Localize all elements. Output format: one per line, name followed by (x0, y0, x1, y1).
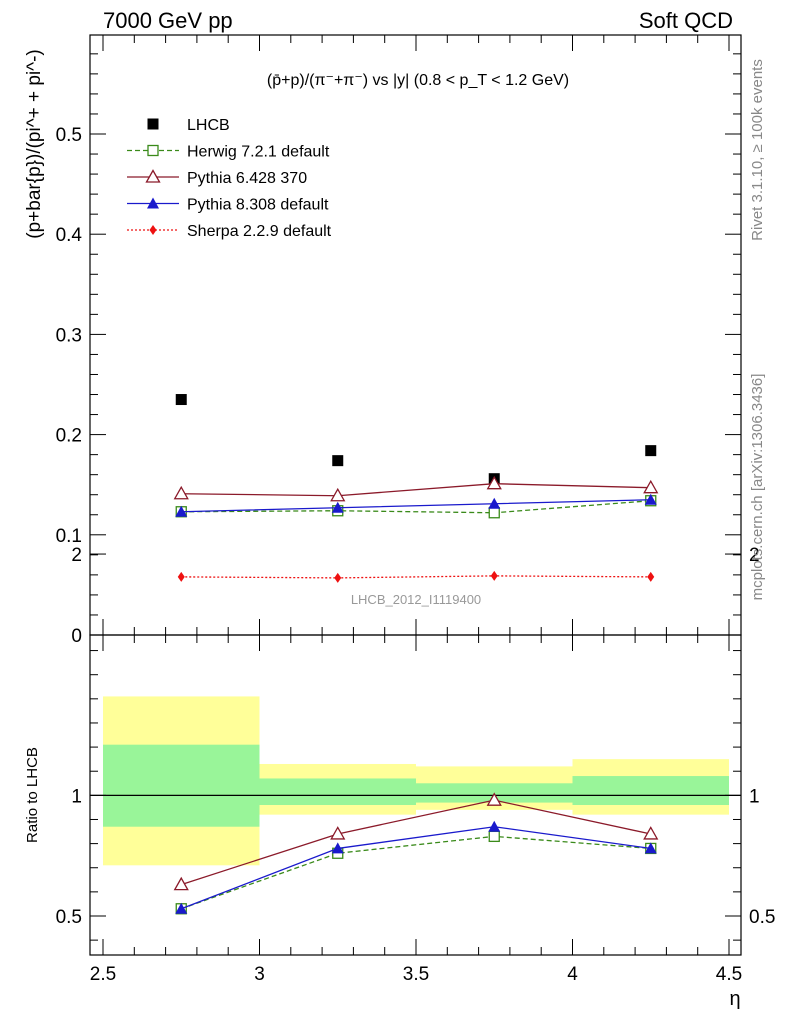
ratio-pythia-6-428-370-point (173, 876, 189, 891)
legend-lhcb-marker (147, 118, 159, 130)
ratio-band-green (103, 744, 260, 827)
ratio-y-tick-label: 2 (71, 545, 82, 566)
rivet-side-text: Rivet 3.1.10, ≥ 100k events (749, 59, 766, 241)
ratio-pythia-8-308-default-point (644, 842, 657, 854)
ratio-series-group (173, 792, 659, 915)
ratio-pythia-6-428-370-point (486, 792, 502, 806)
ratio-band-green (572, 776, 729, 806)
x-tick-label: 4 (567, 964, 578, 985)
watermark: LHCB_2012_I1119400 (351, 592, 481, 607)
ratio-pythia-6-428-370-point (330, 826, 346, 840)
main-pythia-8-308-default-point (488, 497, 501, 509)
header-left: 7000 GeV pp (103, 8, 233, 33)
x-tick-label: 4.5 (716, 964, 742, 985)
legend-pythia-8-308-default-label: Pythia 8.308 default (187, 197, 329, 214)
main-panel: 0 0.1 0.2 0.3 0.4 0.5 (p̄+p)/(π⁻+π⁻) vs |y| (… (24, 34, 742, 647)
x-tick-label: 3 (254, 964, 265, 985)
ratio-y-tick-label-right: 1 (749, 786, 760, 807)
main-sherpa-2-2-9-default-point (177, 571, 185, 582)
legend-pythia-6-428-370-marker (145, 169, 161, 183)
main-lhcb-point (332, 455, 344, 467)
main-lhcb-point (175, 394, 187, 406)
ratio-y-tick-label: 0.5 (56, 907, 82, 928)
ratio-y-tick-label: 1 (71, 786, 82, 807)
legend: LHCB Herwig 7.2.1 default Pythia 6.428 370… (127, 117, 332, 240)
ratio-herwig-7-2-1-default-line (181, 835, 651, 910)
main-series-group (173, 394, 659, 583)
main-pythia-8-308-default-point (331, 501, 344, 513)
main-axis-ticks: 0 0.1 0.2 0.3 0.4 0.5 (56, 35, 741, 647)
legend-lhcb-label: LHCB (187, 117, 230, 134)
main-pythia-8-308-default-line (181, 499, 651, 513)
main-title: (p̄+p)/(π⁻+π⁻) vs |y| (0.8 < p_T < 1.2 G… (267, 72, 569, 89)
legend-pythia-8-308-default-marker (147, 197, 159, 209)
legend-pythia-6-428-370-label: Pythia 6.428 370 (187, 170, 307, 187)
legend-herwig-7-2-1-default-marker (147, 144, 159, 157)
ratio-pythia-8-308-default-point (488, 820, 501, 832)
legend-sherpa-2-2-9-default-marker (149, 225, 157, 235)
main-pythia-8-308-default-point (644, 493, 657, 505)
legend-sherpa-2-2-9-default-label: Sherpa 2.2.9 default (187, 223, 332, 240)
main-sherpa-2-2-9-default-point (334, 572, 342, 583)
ratio-uncertainty-bands (90, 696, 741, 866)
ratio-pythia-8-308-default-point (175, 902, 188, 914)
main-y-tick-label: 0.2 (56, 426, 82, 447)
x-tick-label: 2.5 (90, 964, 116, 985)
main-sherpa-2-2-9-default-point (490, 570, 498, 581)
ratio-pythia-6-428-370-point (643, 826, 659, 840)
ratio-pythia-8-308-default-point (331, 842, 344, 854)
ratio-herwig-7-2-1-default-point (488, 830, 500, 843)
main-sherpa-2-2-9-default-point (647, 571, 655, 582)
ratio-y-tick-label-right: 0.5 (749, 907, 775, 928)
main-pythia-6-428-370-point (643, 479, 659, 494)
main-lhcb-point (645, 445, 657, 457)
header-right: Soft QCD (639, 8, 733, 33)
main-pythia-6-428-370-point (486, 475, 502, 490)
main-pythia-8-308-default-point (175, 505, 188, 517)
main-pythia-6-428-370-line (181, 483, 651, 497)
mcplots-side-text: mcplots.cern.ch [arXiv:1306.3436] (749, 374, 766, 601)
main-y-tick-label: 0.5 (56, 125, 82, 146)
ratio-band-green (259, 778, 416, 806)
ratio-pythia-6-428-370-line (181, 799, 651, 886)
ratio-y-axis-label: Ratio to LHCB (24, 747, 41, 843)
main-pythia-6-428-370-point (173, 485, 189, 500)
legend-herwig-7-2-1-default-label: Herwig 7.2.1 default (187, 144, 330, 161)
main-pythia-6-428-370-point (330, 487, 346, 502)
ratio-panel: 0.5 0.5 1 1 2 2 2.5 3 3.5 4 4.5 Ratio to LHCB η (24, 545, 775, 1010)
main-y-tick-label: 0.3 (56, 325, 82, 346)
ratio-pythia-8-308-default-line (181, 826, 651, 910)
ratio-y-tick-label-right: 2 (749, 545, 760, 566)
x-tick-label: 3.5 (403, 964, 429, 985)
x-axis-label: η (729, 988, 740, 1010)
main-herwig-7-2-1-default-line (181, 500, 651, 514)
main-y-tick-label: 0 (71, 626, 82, 647)
ratio-axis-ticks: 0.5 0.5 1 1 2 2 2.5 3 3.5 4 4.5 (56, 545, 776, 985)
main-y-tick-label: 0.4 (56, 225, 83, 246)
main-herwig-7-2-1-default-point (488, 507, 500, 519)
main-y-axis-label: (p+bar{p})/(pi^+ + pi^-) (24, 49, 45, 238)
main-y-tick-label: 0.1 (56, 526, 82, 547)
main-sherpa-2-2-9-default-line (181, 575, 651, 579)
